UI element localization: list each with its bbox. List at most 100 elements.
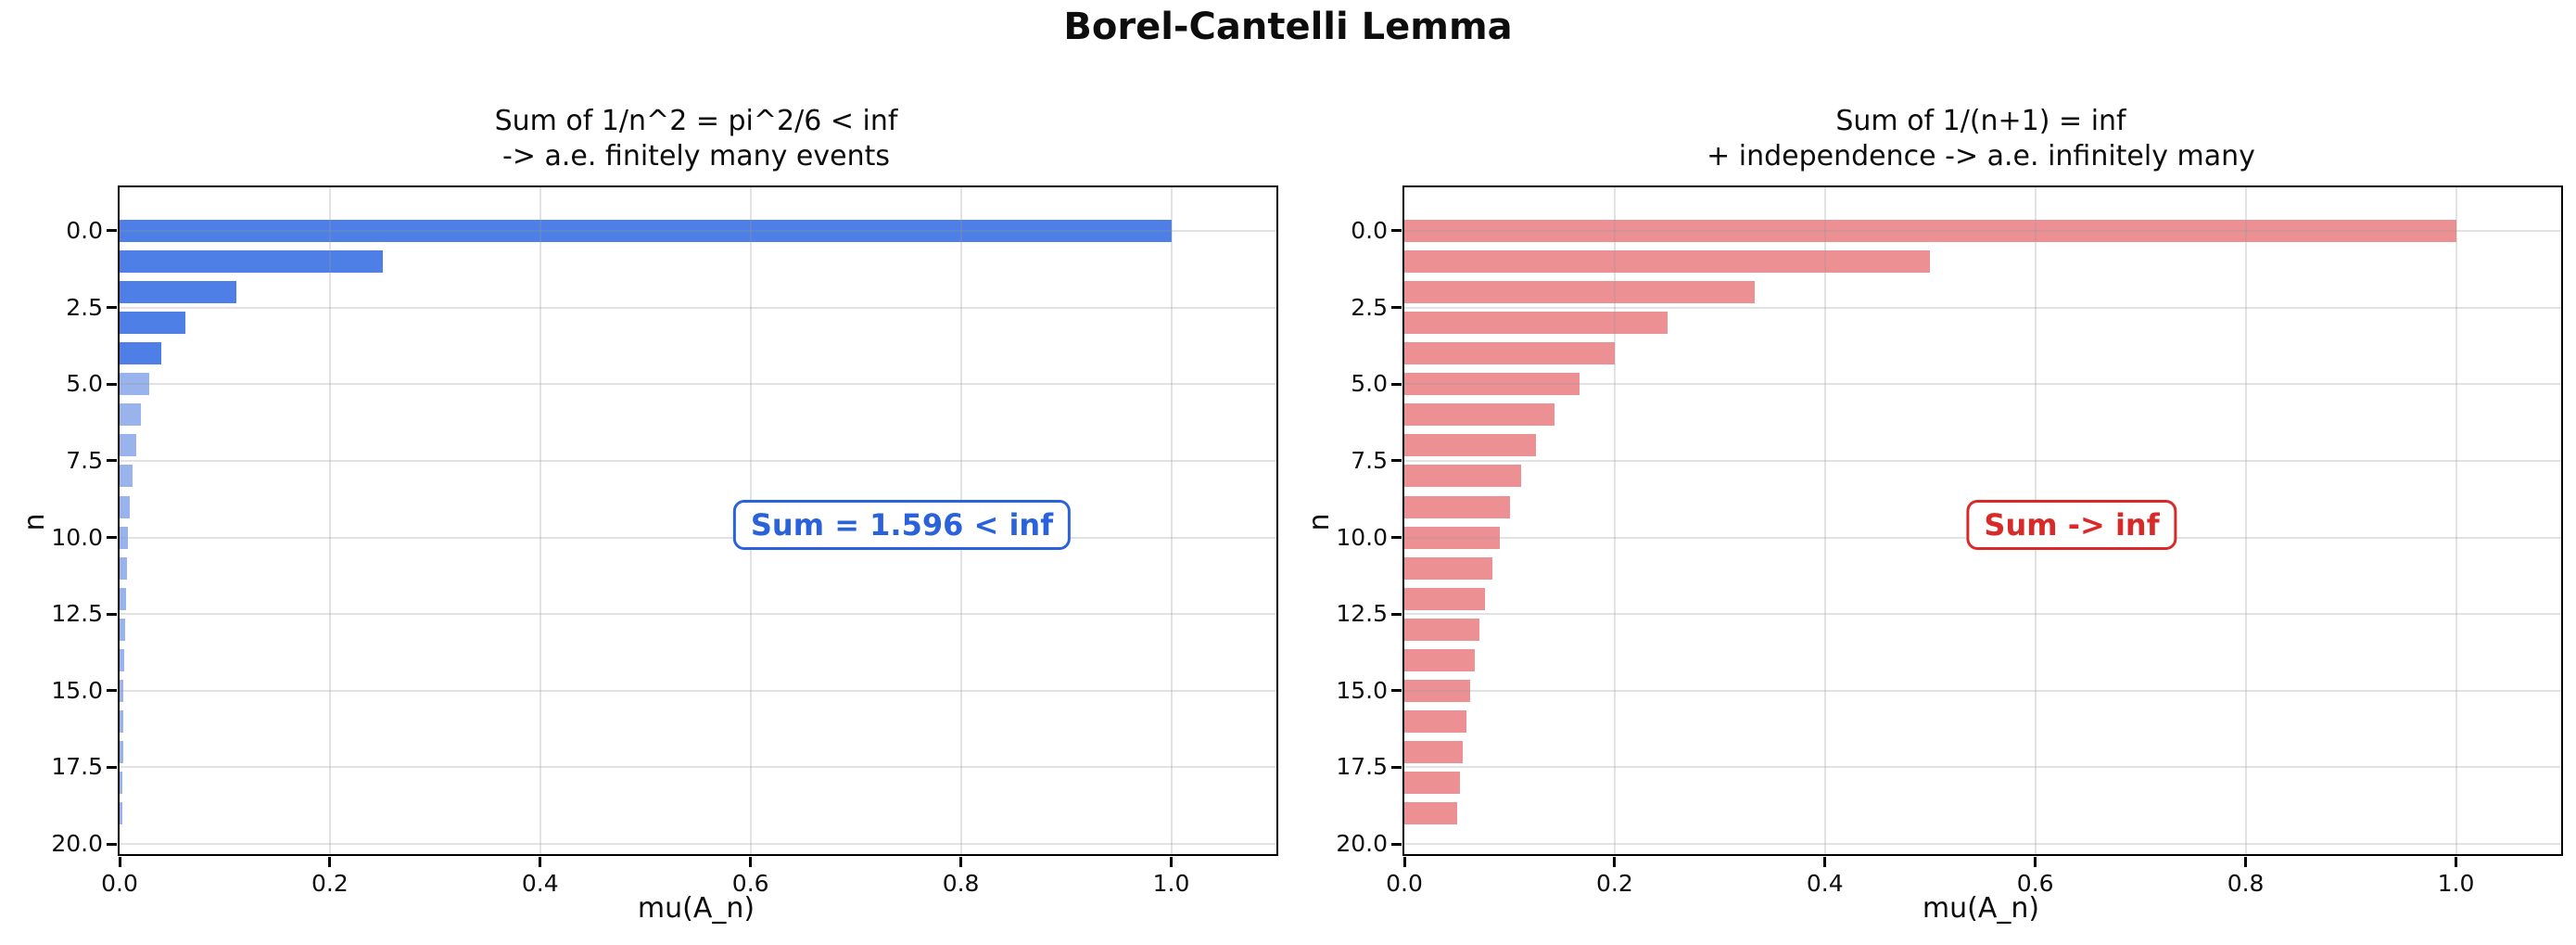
bar: [1404, 587, 1486, 610]
y-tick-mark: [1391, 842, 1402, 846]
gridline: [120, 459, 1276, 462]
y-tick-mark: [1391, 536, 1402, 539]
gridline: [1404, 229, 2561, 232]
bar: [120, 772, 123, 794]
subplot-right-title-line2: + independence -> a.e. infinitely many: [1707, 140, 2255, 172]
bar: [1404, 526, 1501, 549]
y-tick-mark: [1391, 229, 1402, 233]
bar: [120, 526, 129, 549]
x-tick-label: 0.8: [2227, 870, 2265, 897]
y-tick-label: 2.5: [66, 293, 103, 321]
x-tick-mark: [118, 857, 121, 867]
gridline: [1170, 187, 1173, 854]
bar: [1404, 250, 1931, 273]
y-tick-label: 10.0: [51, 523, 103, 551]
gridline: [2455, 187, 2457, 854]
y-tick-label: 10.0: [1336, 523, 1388, 551]
y-tick-label: 5.0: [66, 370, 103, 398]
bar: [1404, 312, 1668, 335]
bar: [120, 740, 123, 763]
x-tick-mark: [1823, 857, 1827, 867]
bar: [120, 465, 133, 488]
x-tick-label: 0.6: [731, 870, 769, 897]
x-axis-label-left: mu(A_n): [637, 892, 755, 925]
bar: [1404, 342, 1615, 365]
gridline: [1823, 187, 1826, 854]
gridline: [120, 689, 1276, 692]
y-tick-label: 5.0: [1351, 370, 1388, 398]
bar: [120, 342, 162, 365]
x-tick-label: 0.4: [1806, 870, 1844, 897]
x-tick-mark: [2455, 857, 2457, 867]
subplot-left-title-line1: Sum of 1/n^2 = pi^2/6 < inf: [494, 105, 898, 137]
gridline: [120, 306, 1276, 309]
subplot-left-title: Sum of 1/n^2 = pi^2/6 < inf -> a.e. fini…: [118, 104, 1275, 174]
x-tick-label: 0.0: [1386, 870, 1423, 897]
y-tick-mark: [1391, 689, 1402, 693]
y-tick-label: 7.5: [1351, 446, 1388, 474]
gridline: [120, 229, 1276, 232]
bar: [120, 709, 123, 733]
y-tick-mark: [107, 536, 117, 539]
bar: [120, 587, 126, 610]
gridline: [120, 843, 1276, 846]
annotation-box-left: Sum = 1.596 < inf: [732, 500, 1072, 550]
y-tick-mark: [107, 459, 117, 463]
gridline: [120, 383, 1276, 386]
x-tick-label: 1.0: [1152, 870, 1190, 897]
y-tick-mark: [107, 382, 117, 386]
bar: [1404, 679, 1470, 702]
bar: [120, 403, 142, 427]
x-tick-label: 0.0: [101, 870, 138, 897]
gridline: [1404, 383, 2561, 386]
subplot-left-title-line2: -> a.e. finitely many events: [501, 140, 891, 172]
gridline: [1613, 187, 1616, 854]
x-tick-label: 0.4: [521, 870, 559, 897]
bar: [1404, 465, 1521, 488]
y-tick-label: 7.5: [66, 446, 103, 474]
x-tick-label: 0.6: [2016, 870, 2054, 897]
bar: [1404, 556, 1492, 580]
x-tick-mark: [749, 857, 753, 867]
bar: [1404, 281, 1756, 304]
y-tick-label: 20.0: [1336, 830, 1388, 858]
y-tick-mark: [107, 306, 117, 310]
subplot-right-title: Sum of 1/(n+1) = inf + independence -> a…: [1402, 104, 2559, 174]
y-tick-mark: [107, 612, 117, 616]
y-tick-mark: [107, 765, 117, 769]
plot-area-left: 0.0 0.2 0.4 0.6 0.8 1.0 0.0 2.5 5.0 7.5 10.0 12.5 15…: [51, 185, 1278, 897]
x-tick-mark: [328, 857, 332, 867]
y-tick-mark: [1391, 459, 1402, 463]
y-tick-label: 0.0: [66, 216, 103, 244]
x-tick-mark: [1613, 857, 1617, 867]
bar: [120, 556, 127, 580]
gridline: [1404, 766, 2561, 769]
bar: [1404, 219, 2456, 242]
y-tick-mark: [107, 689, 117, 693]
annotation-box-right: Sum -> inf: [1966, 500, 2177, 550]
y-tick-mark: [1391, 382, 1402, 386]
bar: [120, 373, 149, 396]
y-tick-label: 15.0: [51, 676, 103, 704]
x-tick-label: 0.8: [942, 870, 980, 897]
gridline: [1404, 459, 2561, 462]
x-tick-label: 0.2: [1596, 870, 1633, 897]
x-tick-mark: [959, 857, 963, 867]
annotation-text-left: Sum = 1.596 < inf: [750, 507, 1054, 543]
y-tick-label: 17.5: [51, 753, 103, 781]
y-tick-label: 0.0: [1351, 216, 1388, 244]
gridline: [1404, 843, 2561, 846]
bar: [120, 219, 1172, 242]
bar: [1404, 434, 1536, 457]
gridline: [1404, 613, 2561, 616]
x-tick-mark: [2244, 857, 2248, 867]
bar: [120, 281, 236, 304]
bar: [1404, 802, 1457, 824]
y-tick-mark: [107, 842, 117, 846]
gridline: [1404, 689, 2561, 692]
bar: [1404, 495, 1510, 518]
bar: [120, 434, 136, 457]
gridline: [120, 536, 1276, 539]
bar: [120, 802, 122, 824]
